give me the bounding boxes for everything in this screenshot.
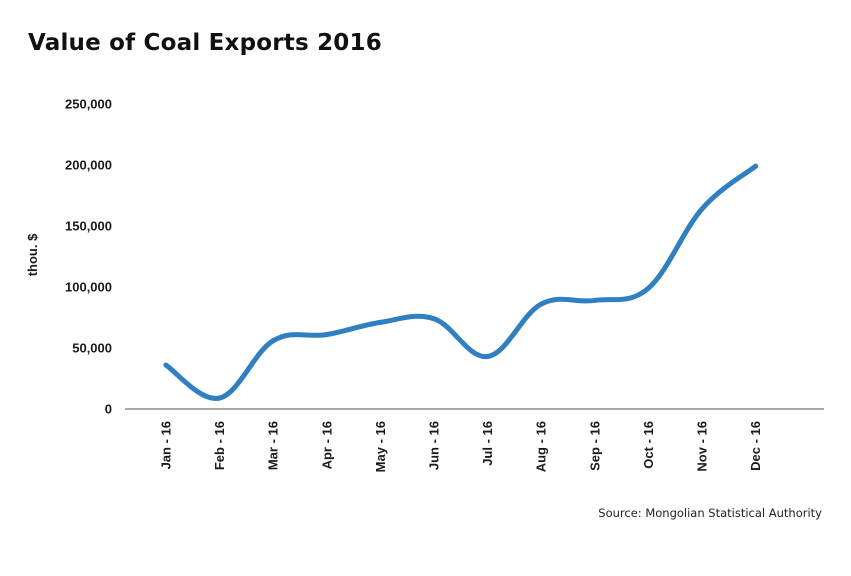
data-point <box>217 395 223 401</box>
x-tick-label: Feb - 16 <box>212 421 227 470</box>
data-point <box>645 285 651 291</box>
series-line <box>163 163 759 401</box>
x-tick-label: Sep - 16 <box>587 421 602 471</box>
x-tick-label: Jul - 16 <box>480 421 495 466</box>
data-point <box>753 163 759 169</box>
data-point <box>538 301 544 307</box>
y-tick-label: 50,000 <box>72 341 112 356</box>
y-axis-label: thou. $ <box>25 233 40 276</box>
y-tick-label: 150,000 <box>65 219 112 234</box>
x-tick-label: May - 16 <box>373 421 388 472</box>
y-axis-ticks: 0 50,000 100,000 150,000 200,000 250,000 <box>65 97 112 417</box>
data-point <box>431 316 437 322</box>
y-tick-label: 100,000 <box>65 280 112 295</box>
x-tick-label: Jan - 16 <box>159 421 174 469</box>
y-tick-label: 0 <box>105 402 112 417</box>
data-point <box>592 297 598 303</box>
x-tick-label: Oct - 16 <box>641 421 656 469</box>
data-point <box>699 206 705 212</box>
x-tick-label: Nov - 16 <box>695 421 710 472</box>
data-point <box>163 362 169 368</box>
x-tick-label: Mar - 16 <box>266 421 281 470</box>
data-point <box>270 338 276 344</box>
x-axis-ticks: Jan - 16 Feb - 16 Mar - 16 Apr - 16 May - 16… <box>159 421 764 472</box>
data-points <box>163 163 759 401</box>
y-tick-label: 200,000 <box>65 158 112 173</box>
data-point <box>324 332 330 338</box>
data-point <box>485 354 491 360</box>
data-point <box>377 319 383 325</box>
source-note: Source: Mongolian Statistical Authority <box>598 506 822 520</box>
x-tick-label: Dec - 16 <box>748 421 763 471</box>
x-tick-label: Jun - 16 <box>427 421 442 470</box>
chart-title: Value of Coal Exports 2016 <box>28 30 382 56</box>
y-tick-label: 250,000 <box>65 97 112 112</box>
x-tick-label: Apr - 16 <box>319 421 334 469</box>
x-tick-label: Aug - 16 <box>534 421 549 472</box>
